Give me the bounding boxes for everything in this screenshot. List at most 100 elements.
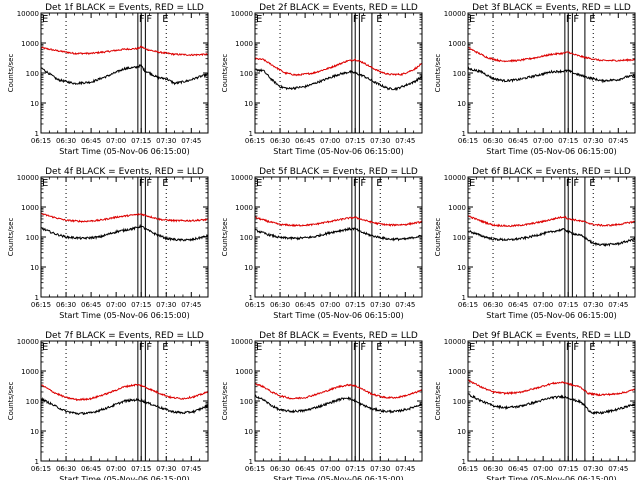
x-tick-label: 06:45 xyxy=(295,465,315,473)
lld-series-line xyxy=(467,379,636,397)
y-tick-label: 10 xyxy=(457,100,466,108)
plot-frame xyxy=(467,12,636,134)
y-tick-label: 100 xyxy=(240,234,253,242)
marker-letter: E xyxy=(162,178,168,189)
events-series-line xyxy=(467,66,636,84)
x-tick-label: 06:45 xyxy=(508,301,528,309)
y-tick-label: 1 xyxy=(249,294,253,302)
x-tick-label: 06:45 xyxy=(508,465,528,473)
plot-frame xyxy=(254,12,423,134)
x-tick-label: 07:15 xyxy=(558,465,578,473)
y-axis-label: Counts/sec xyxy=(7,218,15,257)
x-axis-label: Start Time (05-Nov-06 06:15:00) xyxy=(59,475,189,480)
panel-det-7: Det 7f BLACK = Events, RED = LLD Counts/s… xyxy=(7,331,209,480)
x-tick-label: 07:30 xyxy=(583,137,603,145)
y-tick-label: 1000 xyxy=(21,204,39,212)
y-tick-label: 100 xyxy=(240,70,253,78)
plot-frame xyxy=(40,12,209,134)
x-tick-label: 06:30 xyxy=(56,465,76,473)
x-tick-label: 06:45 xyxy=(81,137,101,145)
marker-letter: E xyxy=(256,342,262,353)
y-tick-label: 1 xyxy=(249,130,253,138)
x-tick-label: 07:30 xyxy=(583,301,603,309)
marker-letter: F xyxy=(360,342,366,353)
events-series-line xyxy=(254,394,423,414)
x-tick-label: 07:15 xyxy=(131,465,151,473)
x-tick-label: 06:15 xyxy=(245,301,265,309)
x-tick-label: 06:45 xyxy=(295,137,315,145)
y-tick-label: 1000 xyxy=(235,204,253,212)
panel-det-2: Det 2f BLACK = Events, RED = LLD Counts/s… xyxy=(221,3,423,156)
y-tick-label: 1000 xyxy=(235,40,253,48)
y-tick-label: 10000 xyxy=(231,10,253,18)
marker-letter: E xyxy=(469,342,475,353)
y-tick-label: 100 xyxy=(26,398,39,406)
y-axis-label: Counts/sec xyxy=(221,382,229,421)
lld-series-line xyxy=(40,212,209,224)
y-tick-label: 100 xyxy=(453,234,466,242)
x-tick-label: 07:00 xyxy=(106,465,126,473)
x-tick-label: 07:00 xyxy=(533,301,553,309)
x-tick-label: 06:45 xyxy=(81,465,101,473)
x-tick-label: 07:00 xyxy=(533,465,553,473)
panel-det-8: Det 8f BLACK = Events, RED = LLD Counts/s… xyxy=(221,331,423,480)
y-tick-label: 1000 xyxy=(448,368,466,376)
x-tick-label: 06:45 xyxy=(81,301,101,309)
y-axis-label: Counts/sec xyxy=(221,54,229,93)
panel-title: Det 1f BLACK = Events, RED = LLD xyxy=(45,3,204,13)
panel-title: Det 6f BLACK = Events, RED = LLD xyxy=(472,167,631,177)
marker-letter: F xyxy=(573,342,579,353)
y-axis-label: Counts/sec xyxy=(221,218,229,257)
y-tick-label: 1000 xyxy=(448,204,466,212)
y-tick-label: 10000 xyxy=(444,338,466,346)
marker-letter: E xyxy=(162,14,168,25)
y-tick-label: 10 xyxy=(457,428,466,436)
x-tick-label: 07:30 xyxy=(156,465,176,473)
y-tick-label: 100 xyxy=(240,398,253,406)
events-series-line xyxy=(254,226,423,242)
events-series-line xyxy=(467,228,636,248)
marker-letter: E xyxy=(376,178,382,189)
marker-letter: F xyxy=(139,342,145,353)
x-tick-label: 07:45 xyxy=(608,465,628,473)
marker-letter: E xyxy=(469,178,475,189)
x-tick-label: 07:15 xyxy=(131,137,151,145)
x-tick-label: 06:30 xyxy=(483,465,503,473)
marker-letter: F xyxy=(146,14,152,25)
plot-frame xyxy=(40,176,209,298)
y-axis-label: Counts/sec xyxy=(434,382,442,421)
plot-frame xyxy=(40,340,209,462)
marker-letter: F xyxy=(139,14,145,25)
x-tick-label: 06:30 xyxy=(56,137,76,145)
marker-letter: F xyxy=(353,178,359,189)
events-series-line xyxy=(40,223,209,242)
panel-title: Det 5f BLACK = Events, RED = LLD xyxy=(259,167,418,177)
x-axis-label: Start Time (05-Nov-06 06:15:00) xyxy=(486,475,616,480)
x-tick-label: 06:15 xyxy=(458,465,478,473)
x-tick-label: 07:00 xyxy=(320,465,340,473)
lld-series-line xyxy=(254,57,423,77)
x-tick-label: 06:30 xyxy=(483,137,503,145)
marker-letter: E xyxy=(589,178,595,189)
plot-frame xyxy=(467,176,636,298)
y-tick-label: 10000 xyxy=(17,338,39,346)
x-tick-label: 07:45 xyxy=(181,137,201,145)
x-tick-label: 07:30 xyxy=(156,301,176,309)
y-tick-label: 10000 xyxy=(444,10,466,18)
x-tick-label: 06:15 xyxy=(31,465,51,473)
marker-letter: F xyxy=(146,178,152,189)
y-tick-label: 10000 xyxy=(231,174,253,182)
marker-letter: E xyxy=(469,14,475,25)
x-axis-label: Start Time (05-Nov-06 06:15:00) xyxy=(486,147,616,156)
x-tick-label: 07:30 xyxy=(370,465,390,473)
x-tick-label: 07:45 xyxy=(395,137,415,145)
y-tick-label: 10000 xyxy=(444,174,466,182)
x-tick-label: 07:00 xyxy=(320,137,340,145)
x-axis-label: Start Time (05-Nov-06 06:15:00) xyxy=(486,311,616,320)
lld-series-line xyxy=(254,216,423,228)
y-axis-label: Counts/sec xyxy=(434,218,442,257)
x-tick-label: 07:30 xyxy=(156,137,176,145)
lld-series-line xyxy=(254,382,423,400)
y-tick-label: 100 xyxy=(26,234,39,242)
